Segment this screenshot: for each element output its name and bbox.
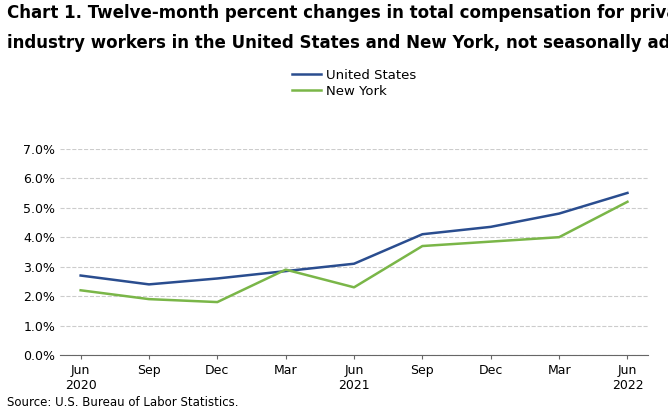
New York	[418, 244, 426, 249]
New York	[555, 235, 563, 240]
United States	[213, 276, 221, 281]
United States	[350, 261, 358, 266]
Line: New York: New York	[81, 202, 627, 302]
United States	[145, 282, 153, 287]
Legend: United States, New York: United States, New York	[292, 69, 416, 98]
Line: United States: United States	[81, 193, 627, 285]
New York	[145, 297, 153, 301]
New York	[623, 199, 631, 204]
United States	[77, 273, 85, 278]
New York	[213, 299, 221, 304]
United States	[623, 190, 631, 195]
United States	[487, 224, 495, 229]
United States	[555, 211, 563, 216]
Text: Source: U.S. Bureau of Labor Statistics.: Source: U.S. Bureau of Labor Statistics.	[7, 396, 238, 409]
New York	[350, 285, 358, 290]
New York	[77, 288, 85, 293]
Text: Chart 1. Twelve-month percent changes in total compensation for private: Chart 1. Twelve-month percent changes in…	[7, 4, 668, 22]
United States	[282, 268, 290, 273]
United States	[418, 232, 426, 237]
New York	[282, 267, 290, 272]
New York	[487, 239, 495, 244]
Text: industry workers in the United States and New York, not seasonally adjusted: industry workers in the United States an…	[7, 34, 668, 52]
